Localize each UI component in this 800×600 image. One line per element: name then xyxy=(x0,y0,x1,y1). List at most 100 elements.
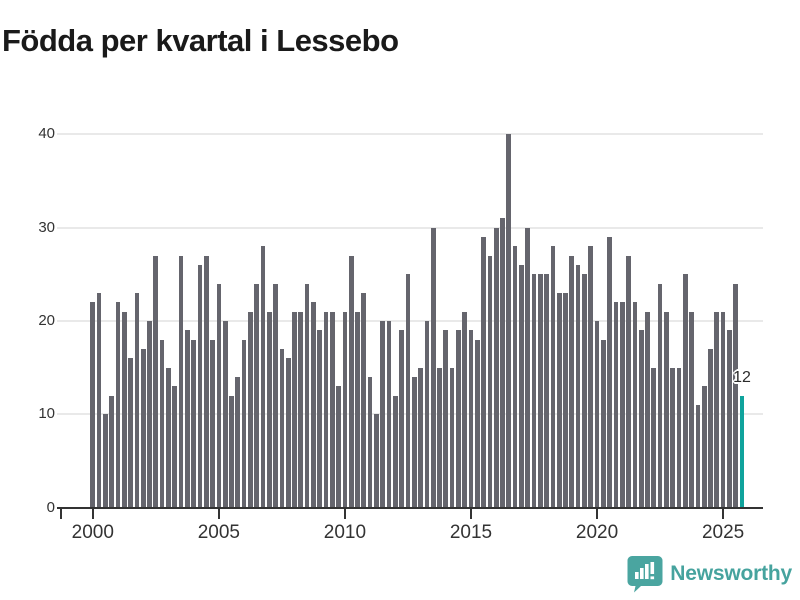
bar xyxy=(266,311,272,508)
bar xyxy=(720,311,726,508)
bar xyxy=(386,320,392,508)
bar xyxy=(689,311,694,508)
gridline xyxy=(57,226,763,229)
bar xyxy=(103,414,108,508)
bar xyxy=(537,274,543,508)
bar xyxy=(733,283,739,508)
bar xyxy=(184,330,190,508)
bar xyxy=(531,274,537,508)
bar xyxy=(582,274,587,508)
bar xyxy=(664,311,669,508)
bar xyxy=(638,330,644,508)
bar xyxy=(254,283,260,508)
bar xyxy=(361,292,367,508)
x-tick-label: 2005 xyxy=(197,521,240,543)
bar xyxy=(600,339,606,508)
gridline xyxy=(57,133,763,136)
x-tick-label: 2015 xyxy=(449,521,493,543)
bar xyxy=(260,246,266,508)
bar xyxy=(405,274,411,508)
bar xyxy=(714,311,720,508)
bar xyxy=(682,274,688,508)
bar xyxy=(468,330,474,508)
bar xyxy=(317,330,323,508)
bar xyxy=(430,227,436,508)
bar xyxy=(392,395,398,508)
bar xyxy=(216,283,222,508)
bar xyxy=(323,311,329,508)
bar xyxy=(619,302,625,508)
brand-name: Newsworthy xyxy=(670,562,792,585)
bar xyxy=(449,367,455,508)
x-axis-line xyxy=(57,506,763,509)
bar xyxy=(172,386,178,508)
bar xyxy=(708,348,713,508)
bar xyxy=(134,292,140,508)
bar xyxy=(588,246,594,508)
bar xyxy=(645,311,650,508)
bar xyxy=(525,227,531,508)
chart-title: Födda per kvartal i Lessebo xyxy=(2,22,399,58)
bar xyxy=(203,255,209,508)
bar xyxy=(676,367,682,508)
highlight-value-label: 12 xyxy=(733,368,751,386)
bar xyxy=(695,404,701,508)
x-tick xyxy=(343,508,346,519)
x-tick xyxy=(596,508,599,519)
bar xyxy=(632,302,638,508)
bar xyxy=(197,264,203,508)
bar xyxy=(411,376,417,508)
newsworthy-chart-bubble-icon xyxy=(627,556,663,593)
bar xyxy=(329,311,335,508)
x-tick-label: 2025 xyxy=(701,521,745,543)
bar xyxy=(607,236,612,508)
bar xyxy=(701,386,707,508)
x-tick-label: 2000 xyxy=(71,521,114,543)
x-tick xyxy=(91,508,94,519)
bar xyxy=(519,264,524,508)
newsworthy-logo[interactable]: Newsworthy xyxy=(627,554,792,594)
bar xyxy=(512,246,518,508)
bar xyxy=(273,283,278,508)
bar xyxy=(651,367,657,508)
x-tick xyxy=(722,508,725,519)
bar xyxy=(544,274,549,508)
bar xyxy=(348,255,354,508)
y-tick-label: 20 xyxy=(38,311,55,329)
bar xyxy=(248,311,253,508)
bar xyxy=(481,236,486,508)
bar xyxy=(506,134,512,508)
bar xyxy=(474,339,480,508)
axis-start-tick xyxy=(60,508,62,519)
bar xyxy=(178,255,184,508)
y-tick-label: 10 xyxy=(38,405,55,423)
bar xyxy=(569,255,575,508)
x-tick-label: 2010 xyxy=(323,521,367,543)
bar xyxy=(298,311,304,508)
bar xyxy=(437,367,442,508)
bar xyxy=(90,302,96,508)
bar xyxy=(613,302,619,508)
bar xyxy=(462,311,468,508)
bar xyxy=(311,302,316,508)
y-tick-label: 30 xyxy=(38,218,55,236)
bar xyxy=(336,386,341,508)
bar xyxy=(493,227,499,508)
bar xyxy=(191,339,196,508)
bar xyxy=(304,283,310,508)
bar xyxy=(166,367,171,508)
bar xyxy=(121,311,127,508)
bar xyxy=(487,255,493,508)
bar xyxy=(115,302,121,508)
bar xyxy=(500,218,505,508)
bar xyxy=(292,311,297,508)
bar xyxy=(443,330,449,508)
bar xyxy=(424,320,430,508)
bar xyxy=(222,320,228,508)
bar xyxy=(739,395,745,508)
bar xyxy=(96,292,102,508)
bar xyxy=(399,330,404,508)
bar xyxy=(456,330,461,508)
bar xyxy=(670,367,676,508)
bar xyxy=(374,414,379,508)
